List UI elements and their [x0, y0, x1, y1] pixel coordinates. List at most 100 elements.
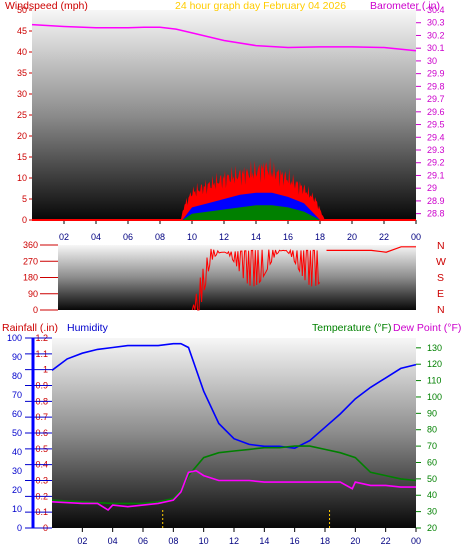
humid-y-tick-7: 70 [12, 390, 22, 400]
baro-y-tick-4: 29.2 [427, 158, 445, 168]
humid-y-tick-3: 30 [12, 466, 22, 476]
dir-y-tick-4: 360 [23, 240, 38, 250]
humid-y-tick-8: 80 [12, 371, 22, 381]
compass-n-top: N [437, 240, 445, 252]
wind-y-tick-4: 20 [17, 131, 27, 141]
humid-y-tick-2: 20 [12, 485, 22, 495]
direction-panel-bg [58, 245, 416, 310]
baro-y-tick-10: 29.8 [427, 81, 445, 91]
temp-y-tick-8: 100 [427, 392, 442, 402]
temp-y-tick-2: 40 [427, 490, 437, 500]
barometer-line [31, 23, 417, 52]
wind-x-tick-7: 16 [283, 232, 293, 242]
temp-y-tick-3: 50 [427, 474, 437, 484]
baro-y-tick-6: 29.4 [427, 132, 445, 142]
wind-y-tick-5: 25 [17, 110, 27, 120]
compass-s: S [437, 272, 444, 284]
baro-y-tick-0: 28.8 [427, 209, 445, 219]
compass-e: E [437, 288, 444, 300]
wind-x-tick-1: 04 [91, 232, 101, 242]
climate-x-tick-1: 04 [108, 536, 118, 546]
temp-y-tick-11: 130 [427, 343, 442, 353]
temp-y-tick-5: 70 [427, 441, 437, 451]
climate-x-tick-4: 10 [199, 536, 209, 546]
baro-y-tick-11: 29.9 [427, 69, 445, 79]
temperature-line [51, 445, 417, 505]
baro-y-tick-3: 29.1 [427, 170, 445, 180]
compass-w: W [436, 256, 446, 268]
climate-x-tick-6: 14 [259, 536, 269, 546]
wind-direction-spiky-line [191, 248, 321, 311]
climate-x-tick-7: 16 [290, 536, 300, 546]
climate-x-tick-11: 00 [411, 536, 421, 546]
wind-x-tick-3: 08 [155, 232, 165, 242]
baro-y-tick-8: 29.6 [427, 107, 445, 117]
climate-x-tick-5: 12 [229, 536, 239, 546]
wind-y-tick-1: 5 [22, 194, 27, 204]
dir-y-tick-0: 0 [33, 305, 38, 315]
compass-n-bottom: N [437, 304, 445, 316]
climate-x-tick-2: 06 [138, 536, 148, 546]
baro-y-tick-12: 30 [427, 56, 437, 66]
wind-x-tick-8: 18 [315, 232, 325, 242]
wind-x-tick-0: 02 [59, 232, 69, 242]
wind-x-tick-9: 20 [347, 232, 357, 242]
wind-x-tick-6: 14 [251, 232, 261, 242]
wind-y-tick-9: 45 [17, 26, 27, 36]
rain-title: Rainfall (.in) [2, 322, 58, 334]
humidity-line [51, 342, 417, 450]
temp-y-tick-4: 60 [427, 457, 437, 467]
humid-y-tick-9: 90 [12, 352, 22, 362]
wind-x-tick-11: 00 [411, 232, 421, 242]
temp-y-tick-6: 80 [427, 425, 437, 435]
wind-y-tick-7: 35 [17, 68, 27, 78]
humid-y-tick-1: 10 [12, 504, 22, 514]
baro-y-tick-15: 30.3 [427, 18, 445, 28]
humid-y-tick-10: 100 [7, 333, 22, 343]
wind-y-tick-8: 40 [17, 47, 27, 57]
baro-y-tick-7: 29.5 [427, 120, 445, 130]
dir-y-tick-3: 270 [23, 256, 38, 266]
temp-y-tick-10: 120 [427, 359, 442, 369]
climate-x-tick-8: 18 [320, 536, 330, 546]
baro-y-tick-1: 28.9 [427, 196, 445, 206]
humid-y-tick-0: 0 [17, 523, 22, 533]
baro-y-tick-5: 29.3 [427, 145, 445, 155]
wind-y-tick-10: 50 [17, 5, 27, 15]
temp-y-tick-0: 20 [427, 523, 437, 533]
climate-x-tick-10: 22 [381, 536, 391, 546]
baro-y-tick-14: 30.2 [427, 30, 445, 40]
climate-panel-bg [52, 338, 416, 528]
barometer-title: Barometer (.in) [370, 0, 440, 12]
wind-x-tick-4: 10 [187, 232, 197, 242]
baro-y-tick-2: 29 [427, 183, 437, 193]
dir-y-tick-1: 90 [28, 289, 38, 299]
baro-y-tick-13: 30.1 [427, 43, 445, 53]
graph-title: 24 hour graph day February 04 2026 [175, 0, 346, 12]
temp-y-tick-7: 90 [427, 408, 437, 418]
wind-direction-line [326, 246, 416, 253]
dewpoint-title: Dew Point (°F) [393, 322, 461, 334]
humid-y-tick-6: 60 [12, 409, 22, 419]
wind-title: Windspeed (mph) [5, 0, 88, 12]
climate-x-tick-0: 02 [77, 536, 87, 546]
wind-y-tick-2: 10 [17, 173, 27, 183]
temp-y-tick-1: 30 [427, 507, 437, 517]
wind-y-tick-0: 0 [22, 215, 27, 225]
humidity-title: Humidity [67, 322, 109, 334]
baro-y-tick-9: 29.7 [427, 94, 445, 104]
wind-y-tick-3: 15 [17, 152, 27, 162]
humid-y-tick-4: 40 [12, 447, 22, 457]
dewpoint-line [51, 469, 416, 512]
temp-y-tick-9: 110 [427, 376, 441, 386]
wind-y-tick-6: 30 [17, 89, 27, 99]
baro-y-tick-16: 30.4 [427, 5, 445, 15]
wind-x-tick-2: 06 [123, 232, 133, 242]
humid-y-tick-5: 50 [12, 428, 22, 438]
climate-x-tick-9: 20 [350, 536, 360, 546]
wind-lull-area [182, 205, 320, 220]
wind-x-tick-10: 22 [379, 232, 389, 242]
climate-x-tick-3: 08 [168, 536, 178, 546]
dir-y-tick-2: 180 [23, 273, 38, 283]
